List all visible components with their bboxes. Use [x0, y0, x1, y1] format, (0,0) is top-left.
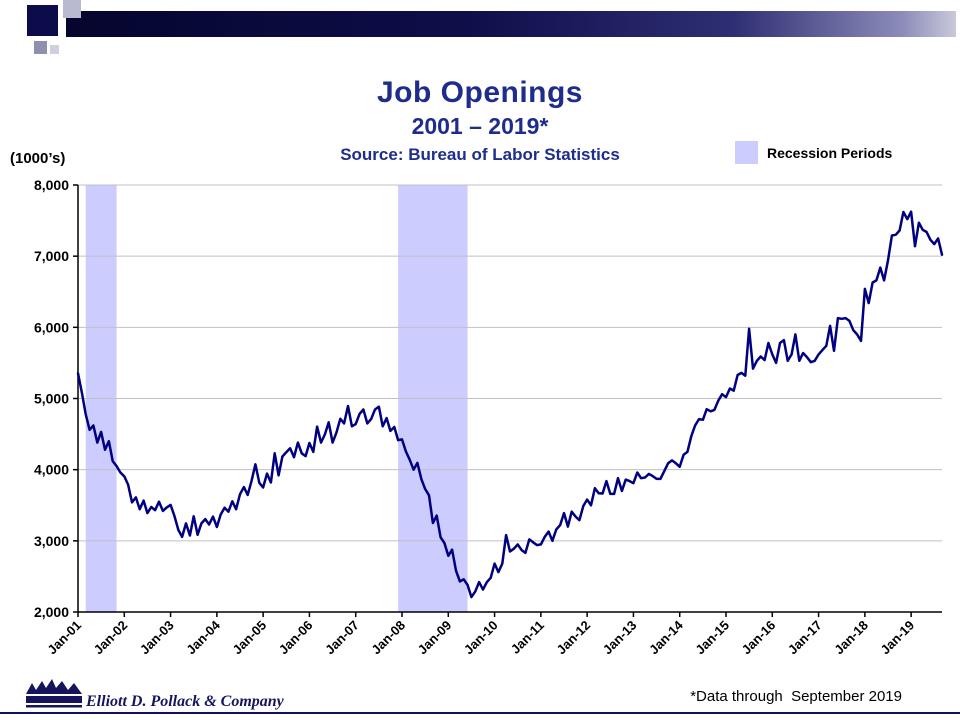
subtitle-years: 2001 – 2019*: [411, 113, 549, 139]
svg-text:Jan-07: Jan-07: [322, 618, 362, 658]
svg-text:2,000: 2,000: [34, 604, 69, 620]
svg-text:Jan-13: Jan-13: [600, 618, 640, 658]
svg-text:Jan-19: Jan-19: [878, 618, 918, 658]
header-square-small: [34, 41, 47, 54]
svg-text:Jan-12: Jan-12: [554, 618, 594, 658]
legend: Recession Periods: [735, 141, 892, 164]
company-logo-icon: [26, 679, 82, 708]
svg-text:Jan-16: Jan-16: [739, 618, 779, 658]
page-title: Job Openings: [376, 76, 583, 109]
svg-text:Jan-15: Jan-15: [692, 618, 732, 658]
data-footnote: *Data through September 2019: [690, 688, 902, 705]
svg-text:Jan-05: Jan-05: [230, 618, 270, 658]
svg-text:Jan-14: Jan-14: [646, 617, 686, 657]
header-square-large: [27, 5, 58, 36]
svg-text:Jan-11: Jan-11: [508, 618, 547, 657]
svg-text:Jan-10: Jan-10: [461, 618, 501, 658]
svg-text:Jan-08: Jan-08: [368, 618, 408, 658]
svg-text:Jan-03: Jan-03: [137, 618, 177, 658]
chart-area: 2,000 3,000 4,000 5,000 6,000 7,000 8,000 Jan-0…: [0, 170, 960, 690]
svg-text:Jan-04: Jan-04: [183, 617, 223, 657]
svg-text:Jan-01: Jan-01: [44, 618, 84, 658]
title-block: Job Openings 2001 – 2019* Source: Bureau…: [0, 76, 960, 165]
bottom-rule-decoration: [0, 712, 960, 714]
svg-text:Jan-09: Jan-09: [415, 618, 455, 658]
svg-text:6,000: 6,000: [34, 319, 69, 335]
svg-text:3,000: 3,000: [34, 533, 69, 549]
svg-text:8,000: 8,000: [34, 177, 69, 193]
job-openings-line-chart: 2,000 3,000 4,000 5,000 6,000 7,000 8,000 Jan-0…: [34, 177, 944, 658]
svg-text:Jan-02: Jan-02: [91, 618, 131, 658]
svg-text:4,000: 4,000: [34, 462, 69, 478]
svg-text:Jan-18: Jan-18: [831, 618, 871, 658]
header-bar-decoration: [66, 11, 956, 37]
recession-swatch-icon: [735, 141, 758, 164]
header-square-tiny: [50, 45, 59, 54]
svg-text:Jan-17: Jan-17: [785, 618, 825, 658]
y-axis-unit-label: (1000’s): [10, 150, 66, 167]
header-square-gray: [63, 0, 81, 18]
svg-text:5,000: 5,000: [34, 391, 69, 407]
legend-label: Recession Periods: [767, 144, 893, 161]
company-name: Elliott D. Pollack & Company: [86, 693, 284, 710]
svg-text:7,000: 7,000: [34, 248, 69, 264]
svg-text:Jan-06: Jan-06: [276, 618, 316, 658]
source-line: Source: Bureau of Labor Statistics: [340, 145, 620, 164]
job-openings-series-line: [76, 210, 944, 599]
